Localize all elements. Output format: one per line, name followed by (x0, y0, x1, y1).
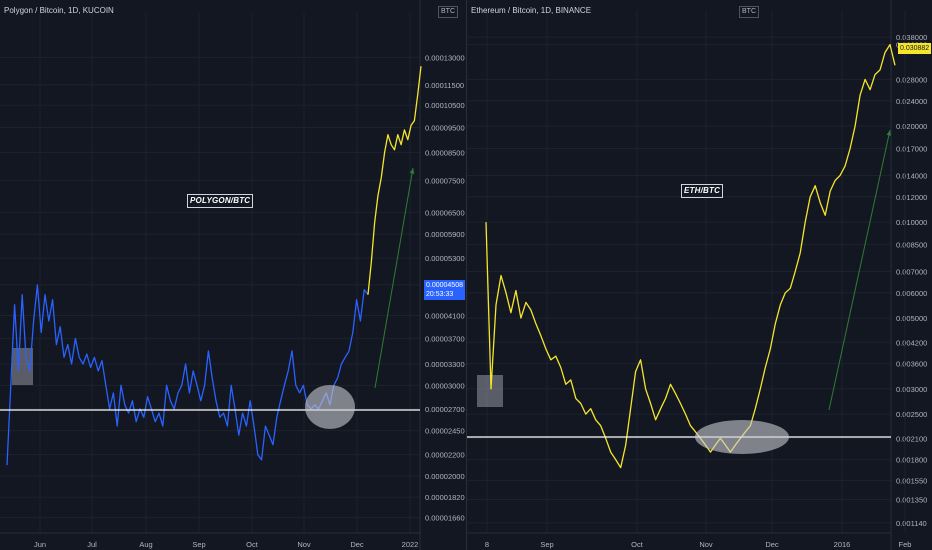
series-line-1 (6, 284, 369, 466)
y-tick-label: 0.038000 (896, 33, 927, 42)
left-countdown: 20:53:33 (426, 291, 454, 298)
trend-arrow-head (886, 130, 892, 136)
left-currency-tag: BTC (438, 6, 458, 18)
trend-arrow (374, 167, 414, 389)
y-tick-label: 0.001140 (896, 519, 927, 528)
highlight-rectangle (477, 375, 503, 407)
right-last-price-tag: 0.030882 (898, 43, 932, 54)
y-tick-label: 0.00005900 (425, 230, 465, 239)
y-tick-label: 0.00001820 (425, 493, 465, 502)
left-chart-panel[interactable]: 0.00013000 0.00011500 0.00010500 0.00009500… (0, 0, 466, 550)
y-tick-label: 0.017000 (896, 145, 927, 154)
x-tick-label: 2022 (402, 540, 419, 549)
y-tick-label: 0.001350 (896, 495, 927, 504)
y-tick-label: 0.00011500 (425, 81, 464, 90)
y-tick-label: 0.00009500 (425, 124, 465, 133)
left-chart-title: Polygon / Bitcoin, 1D, KUCOIN (4, 6, 114, 15)
y-tick-label: 0.00001660 (425, 514, 465, 523)
y-tick-label: 0.00008500 (425, 148, 465, 157)
x-tick-label: Feb (899, 540, 912, 549)
y-tick-label: 0.001550 (896, 476, 927, 485)
left-last-price: 0.00004508 (426, 282, 463, 289)
x-tick-label: Sep (540, 540, 553, 549)
y-tick-label: 0.002500 (896, 410, 927, 419)
y-tick-label: 0.028000 (896, 75, 927, 84)
y-tick-label: 0.00002000 (425, 472, 465, 481)
right-chart-panel[interactable]: 0.0380000.0360000.0280000.0240000.020000… (466, 0, 932, 550)
y-tick-label: 0.00003000 (425, 381, 465, 390)
y-tick-label: 0.00003300 (425, 360, 465, 369)
y-tick-label: 0.024000 (896, 97, 927, 106)
x-tick-label: 2016 (834, 540, 851, 549)
y-tick-label: 0.002100 (896, 434, 927, 443)
right-chart-title: Ethereum / Bitcoin, 1D, BINANCE (471, 6, 592, 15)
y-tick-label: 0.006000 (896, 289, 927, 298)
y-tick-label: 0.010000 (896, 218, 927, 227)
y-tick-label: 0.004200 (896, 338, 927, 347)
x-tick-label: Dec (350, 540, 364, 549)
x-tick-label: Dec (765, 540, 779, 549)
y-tick-label: 0.012000 (896, 193, 927, 202)
y-tick-label: 0.00013000 (425, 53, 465, 62)
y-tick-label: 0.00002700 (425, 405, 465, 414)
x-tick-label: Jul (87, 540, 97, 549)
left-chart-canvas[interactable]: 0.00013000 0.00011500 0.00010500 0.00009500… (0, 0, 466, 550)
y-tick-label: 0.00005300 (425, 254, 465, 263)
x-tick-label: Aug (139, 540, 152, 549)
left-last-price-tag: 0.00004508 20:53:33 (424, 280, 465, 300)
y-tick-label: 0.008500 (896, 241, 927, 250)
y-tick-label: 0.00003700 (425, 334, 465, 343)
trend-arrow (828, 129, 891, 411)
y-tick-label: 0.007000 (896, 267, 927, 276)
y-tick-label: 0.00002200 (425, 451, 465, 460)
x-tick-label: Sep (192, 540, 205, 549)
y-tick-label: 0.00002450 (425, 427, 465, 436)
y-tick-label: 0.00007500 (425, 176, 465, 185)
y-tick-label: 0.001800 (896, 456, 927, 465)
y-tick-label: 0.00004100 (425, 311, 465, 320)
y-tick-label: 0.003000 (896, 385, 927, 394)
y-tick-label: 0.020000 (896, 122, 927, 131)
x-tick-label: Oct (631, 540, 644, 549)
y-tick-label: 0.003600 (896, 360, 927, 369)
right-currency-tag: BTC (739, 6, 759, 18)
accumulation-ellipse (305, 385, 355, 429)
x-tick-label: 8 (485, 540, 489, 549)
x-tick-label: Oct (246, 540, 259, 549)
x-tick-label: Jun (34, 540, 46, 549)
left-annotation-label[interactable]: POLYGON/BTC (187, 194, 254, 208)
trend-arrow-head (409, 168, 415, 174)
right-chart-canvas[interactable]: 0.0380000.0360000.0280000.0240000.020000… (467, 0, 932, 550)
y-tick-label: 0.00010500 (425, 101, 465, 110)
y-tick-label: 0.014000 (896, 171, 927, 180)
x-tick-label: Nov (699, 540, 713, 549)
right-annotation-label[interactable]: ETH/BTC (681, 184, 724, 198)
accumulation-ellipse (695, 420, 789, 454)
y-tick-label: 0.00006500 (425, 208, 465, 217)
y-tick-label: 0.005000 (896, 314, 927, 323)
x-tick-label: Nov (297, 540, 311, 549)
